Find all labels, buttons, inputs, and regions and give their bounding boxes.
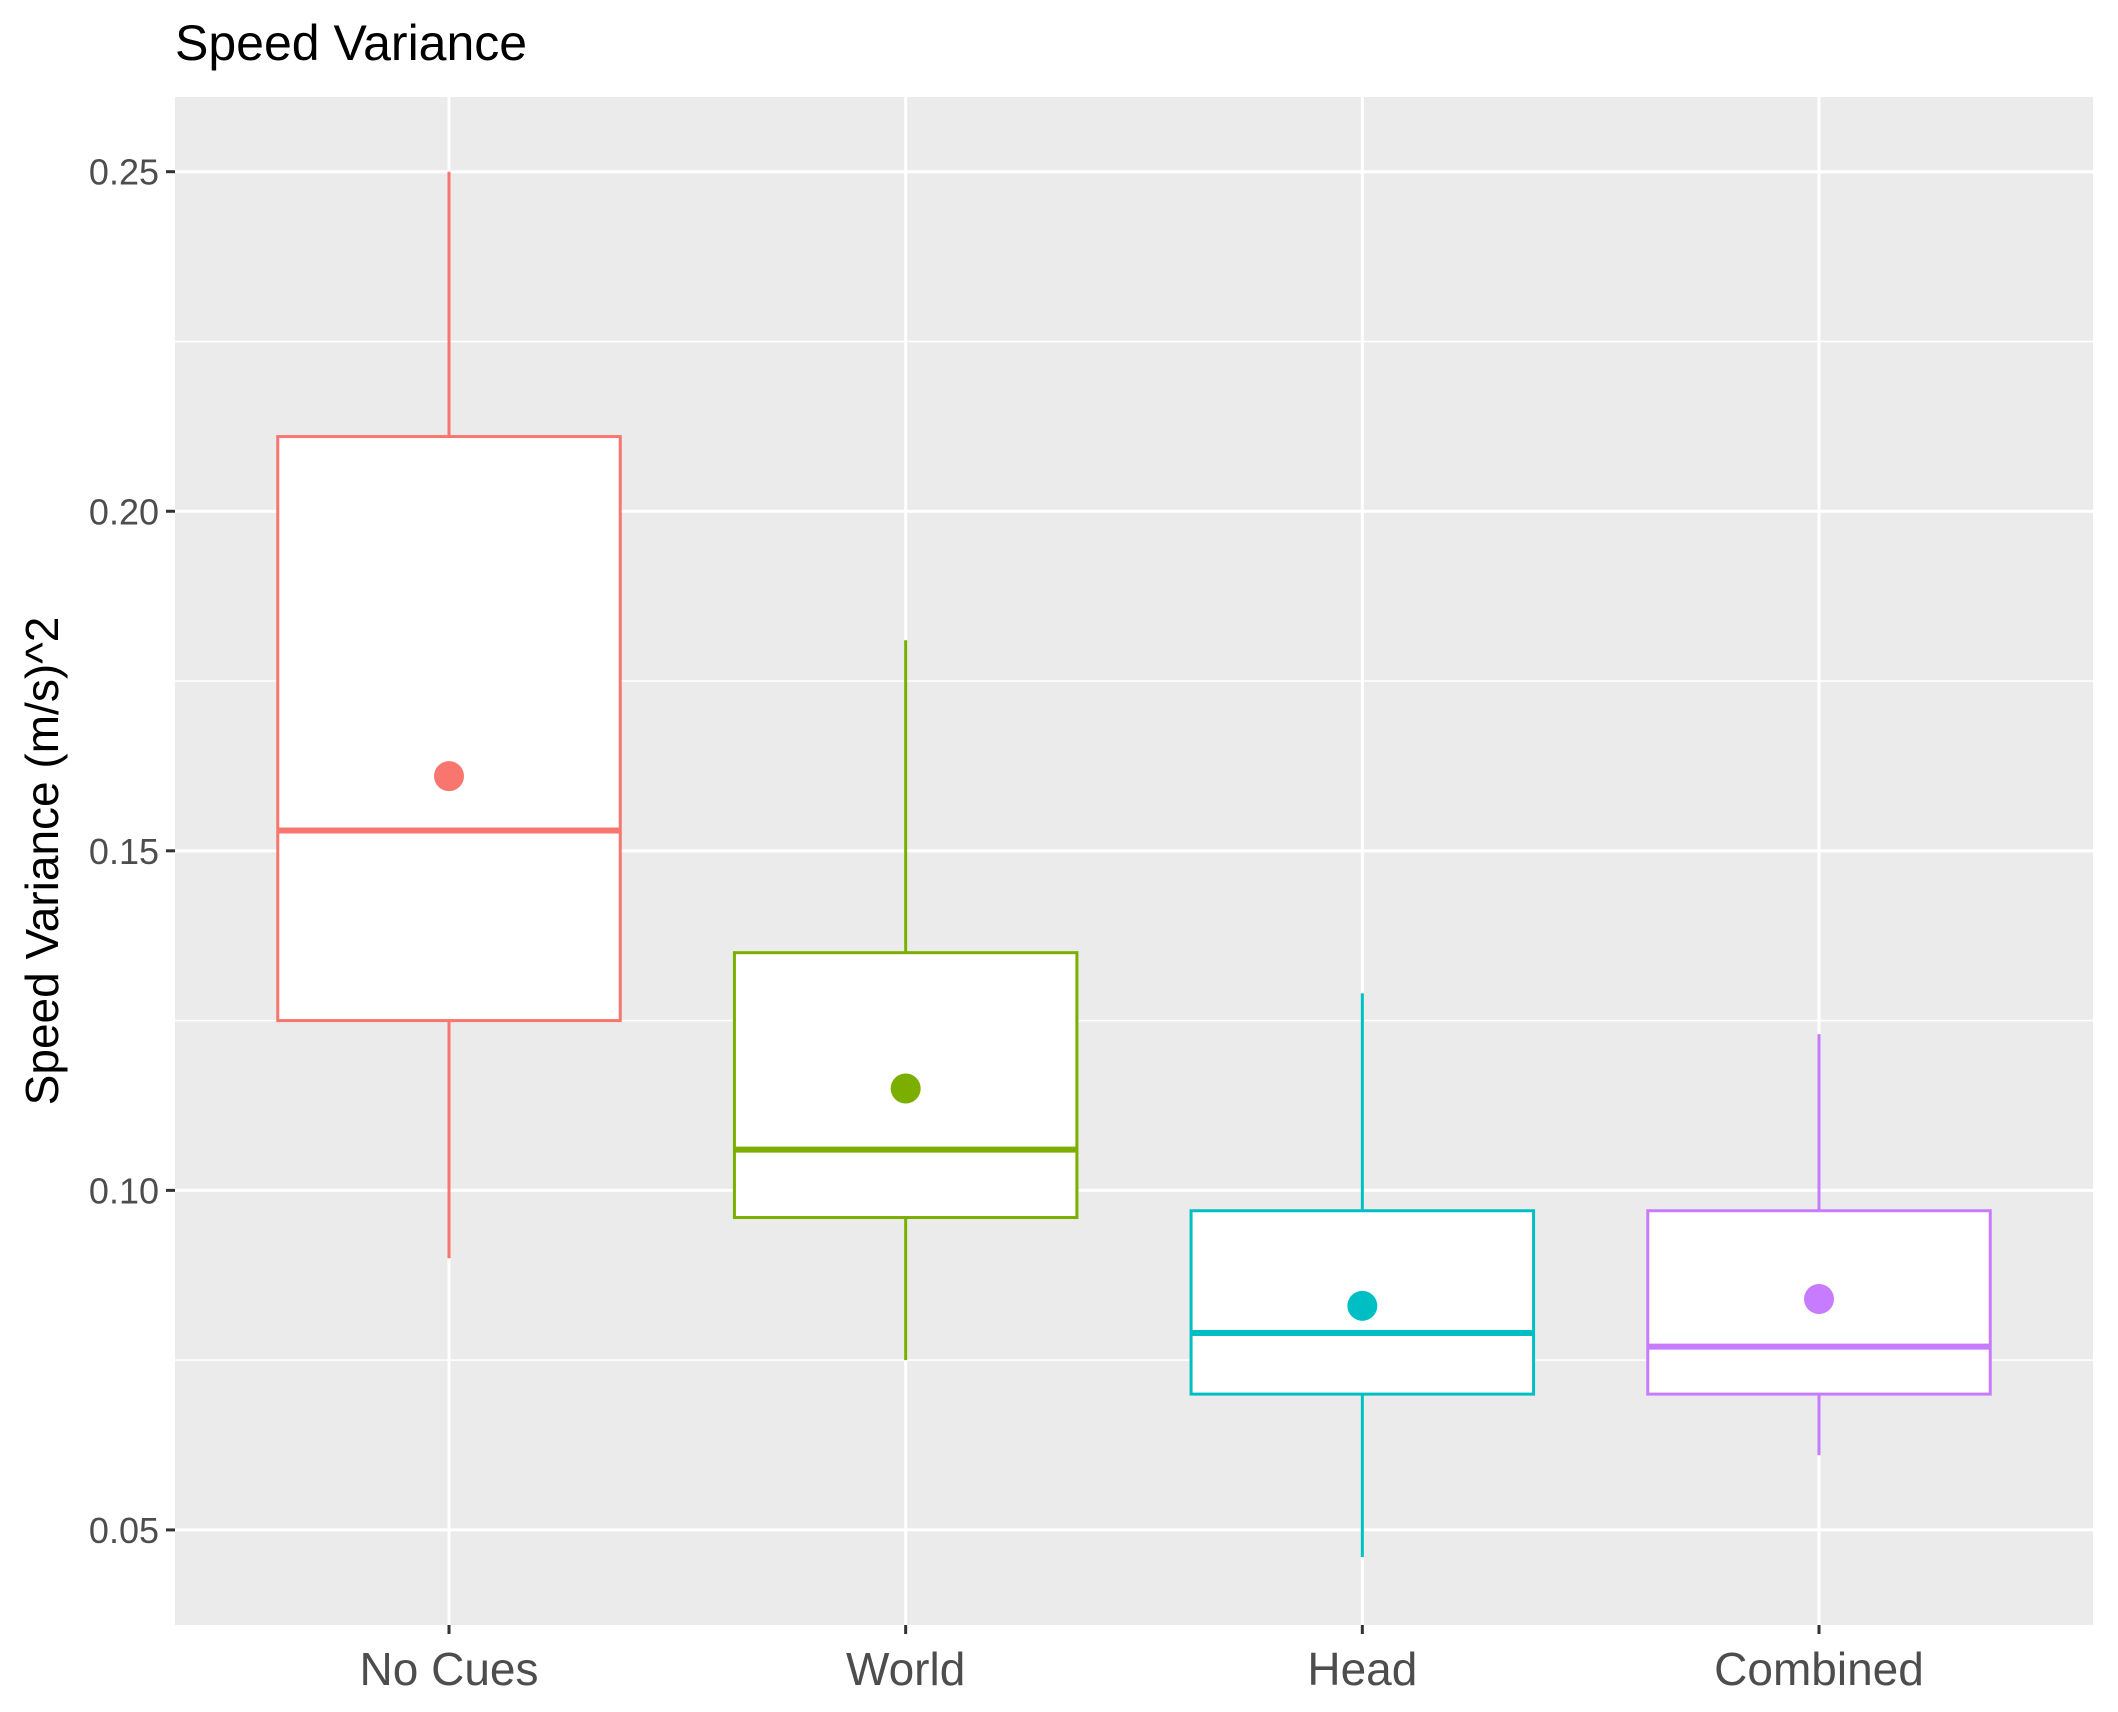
interquartile-box [276,435,622,1023]
mean-point [890,1073,921,1104]
x-tick-label: Head [1307,1643,1417,1695]
mean-point [1347,1290,1378,1321]
x-tick-label: World [846,1643,965,1695]
x-axis: No Cues World Head Combined [360,1625,1924,1695]
y-tick-label: 0.15 [89,831,159,872]
y-tick-label: 0.05 [89,1510,159,1551]
x-tick-label: No Cues [360,1643,539,1695]
box-combined [1646,1034,1992,1456]
mean-point [434,761,464,792]
y-tick-label: 0.10 [89,1170,159,1211]
box-head [1189,993,1536,1558]
chart-title: Speed Variance [175,15,527,71]
y-axis-title: Speed Variance (m/s)^2 [16,617,68,1106]
box-world [732,640,1079,1361]
box-no-cues [276,171,622,1259]
y-axis: 0.05 0.10 0.15 0.20 0.25 [89,152,175,1551]
x-tick-label: Combined [1714,1643,1924,1695]
y-tick-label: 0.20 [89,491,159,532]
y-tick-label: 0.25 [89,152,159,193]
boxplot-series [276,171,1992,1558]
mean-point [1804,1284,1834,1315]
